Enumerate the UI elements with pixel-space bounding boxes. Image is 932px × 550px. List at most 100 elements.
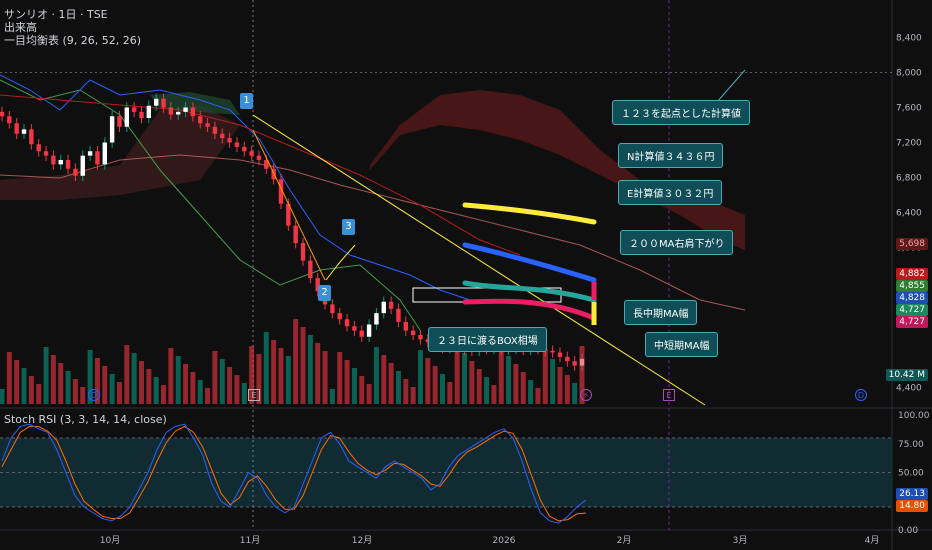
candle-body xyxy=(410,330,416,335)
candle-body xyxy=(234,142,240,147)
candle-body xyxy=(131,107,137,112)
volume-bar xyxy=(395,371,401,404)
earnings-event-icon[interactable]: E xyxy=(248,389,260,401)
candle-body xyxy=(330,304,335,314)
volume-bar xyxy=(329,389,335,404)
volume-bar xyxy=(572,383,578,404)
volume-bar xyxy=(36,384,42,404)
volume-bar xyxy=(425,358,431,404)
price-tick-label: 4,400 xyxy=(896,384,922,394)
volume-bar xyxy=(14,360,20,404)
volume-bar xyxy=(6,352,12,404)
candle-body xyxy=(146,105,152,118)
volume-bar xyxy=(476,369,482,404)
candle-body xyxy=(227,138,232,143)
price-tag-b: 4,855 xyxy=(896,280,928,292)
candle-body xyxy=(220,133,225,139)
volume-bar xyxy=(542,351,548,404)
volume-bar xyxy=(359,376,365,404)
volume-bar xyxy=(190,372,196,404)
volume-bar xyxy=(183,364,189,404)
volume-bar xyxy=(337,352,343,404)
candle-body xyxy=(95,151,100,165)
price-tag-c: 4,828 xyxy=(896,292,928,304)
candle-body xyxy=(212,126,218,134)
candle-body xyxy=(264,160,269,169)
volume-bar xyxy=(484,377,490,404)
price-tick-label: 7,600 xyxy=(896,104,922,114)
volume-bar xyxy=(43,347,49,404)
volume-tag: 10.42 M xyxy=(885,369,928,381)
volume-bar xyxy=(241,383,247,404)
candle-body xyxy=(176,111,181,115)
volume-bar xyxy=(535,388,541,404)
dividend-event-icon[interactable]: D xyxy=(88,389,100,401)
ma-green-line xyxy=(462,280,597,303)
volume-bar xyxy=(278,348,284,404)
callout-long-mid: 長中期MA幅 xyxy=(624,300,698,325)
earnings-future-icon[interactable]: E xyxy=(663,389,675,401)
ichimoku-name: 一目均衡表 xyxy=(4,34,59,47)
candle-body xyxy=(242,146,247,152)
volume-bar xyxy=(285,356,291,404)
volume-bar xyxy=(205,388,211,404)
volume-bar xyxy=(513,364,519,404)
cloud-price-tag: 5,698 xyxy=(896,238,928,250)
candle-body xyxy=(550,350,555,353)
price-tick-label: 6,400 xyxy=(896,209,922,219)
candle-body xyxy=(300,243,306,261)
stoch-tick-label: 75.00 xyxy=(898,440,924,450)
candle-body xyxy=(43,151,49,156)
candle-body xyxy=(388,301,394,309)
candle-body xyxy=(293,225,298,244)
ichimoku-indicator-label: 一目均衡表 (9, 26, 52, 26) xyxy=(4,32,141,48)
candle-body xyxy=(117,116,122,127)
ichimoku-tenkan xyxy=(0,74,471,301)
volume-bar xyxy=(417,350,423,404)
volume-indicator-label: 出来高 xyxy=(4,21,37,34)
stoch-tick-label: 50.00 xyxy=(898,469,924,479)
candle-body xyxy=(337,313,342,320)
volume-bar xyxy=(293,319,299,404)
price-tick-label: 8,000 xyxy=(896,69,922,79)
volume-bar xyxy=(249,346,255,404)
volume-bar xyxy=(124,345,130,404)
candle-body xyxy=(198,116,203,124)
time-tick-label: 4月 xyxy=(865,535,880,546)
volume-bar xyxy=(403,379,409,404)
volume-bar xyxy=(87,350,93,404)
volume-bar xyxy=(506,356,512,404)
volume-bar xyxy=(72,379,78,404)
callout-calc-origin: １２３を起点とした計算値 xyxy=(612,100,750,125)
volume-bar xyxy=(138,361,144,404)
stoch-tick-label: 100.00 xyxy=(898,411,930,421)
stoch-rsi-label: Stoch RSI (3, 3, 14, 14, close) xyxy=(4,413,167,426)
volume-bar xyxy=(80,387,86,404)
candle-body xyxy=(109,116,115,143)
volume-bar xyxy=(381,355,387,404)
volume-bar xyxy=(344,360,350,404)
dividend-future-icon[interactable]: D xyxy=(855,389,867,401)
stoch-k-line xyxy=(1,423,587,524)
candle-body xyxy=(0,111,5,117)
price-tick-label: 8,400 xyxy=(896,34,922,44)
ichimoku-chikou xyxy=(0,79,421,331)
candle-body xyxy=(286,203,291,226)
candle-body xyxy=(425,339,431,342)
volume-bar xyxy=(557,367,563,404)
ichimoku-senkou-b xyxy=(0,154,746,311)
candle-body xyxy=(359,330,364,337)
time-tick-label: 11月 xyxy=(240,535,260,546)
candle-body xyxy=(80,155,85,176)
candle-body xyxy=(102,142,107,165)
trendline-short xyxy=(252,129,326,281)
wave-marker-2: 2 xyxy=(318,285,331,301)
volume-bar xyxy=(579,346,585,404)
ichimoku-cloud-past xyxy=(0,105,240,200)
volume-bar xyxy=(65,371,71,404)
candle-body xyxy=(344,319,350,327)
flash-event-icon[interactable]: ⚡ xyxy=(580,389,592,401)
candle-body xyxy=(36,144,41,152)
candle-body xyxy=(396,308,401,322)
